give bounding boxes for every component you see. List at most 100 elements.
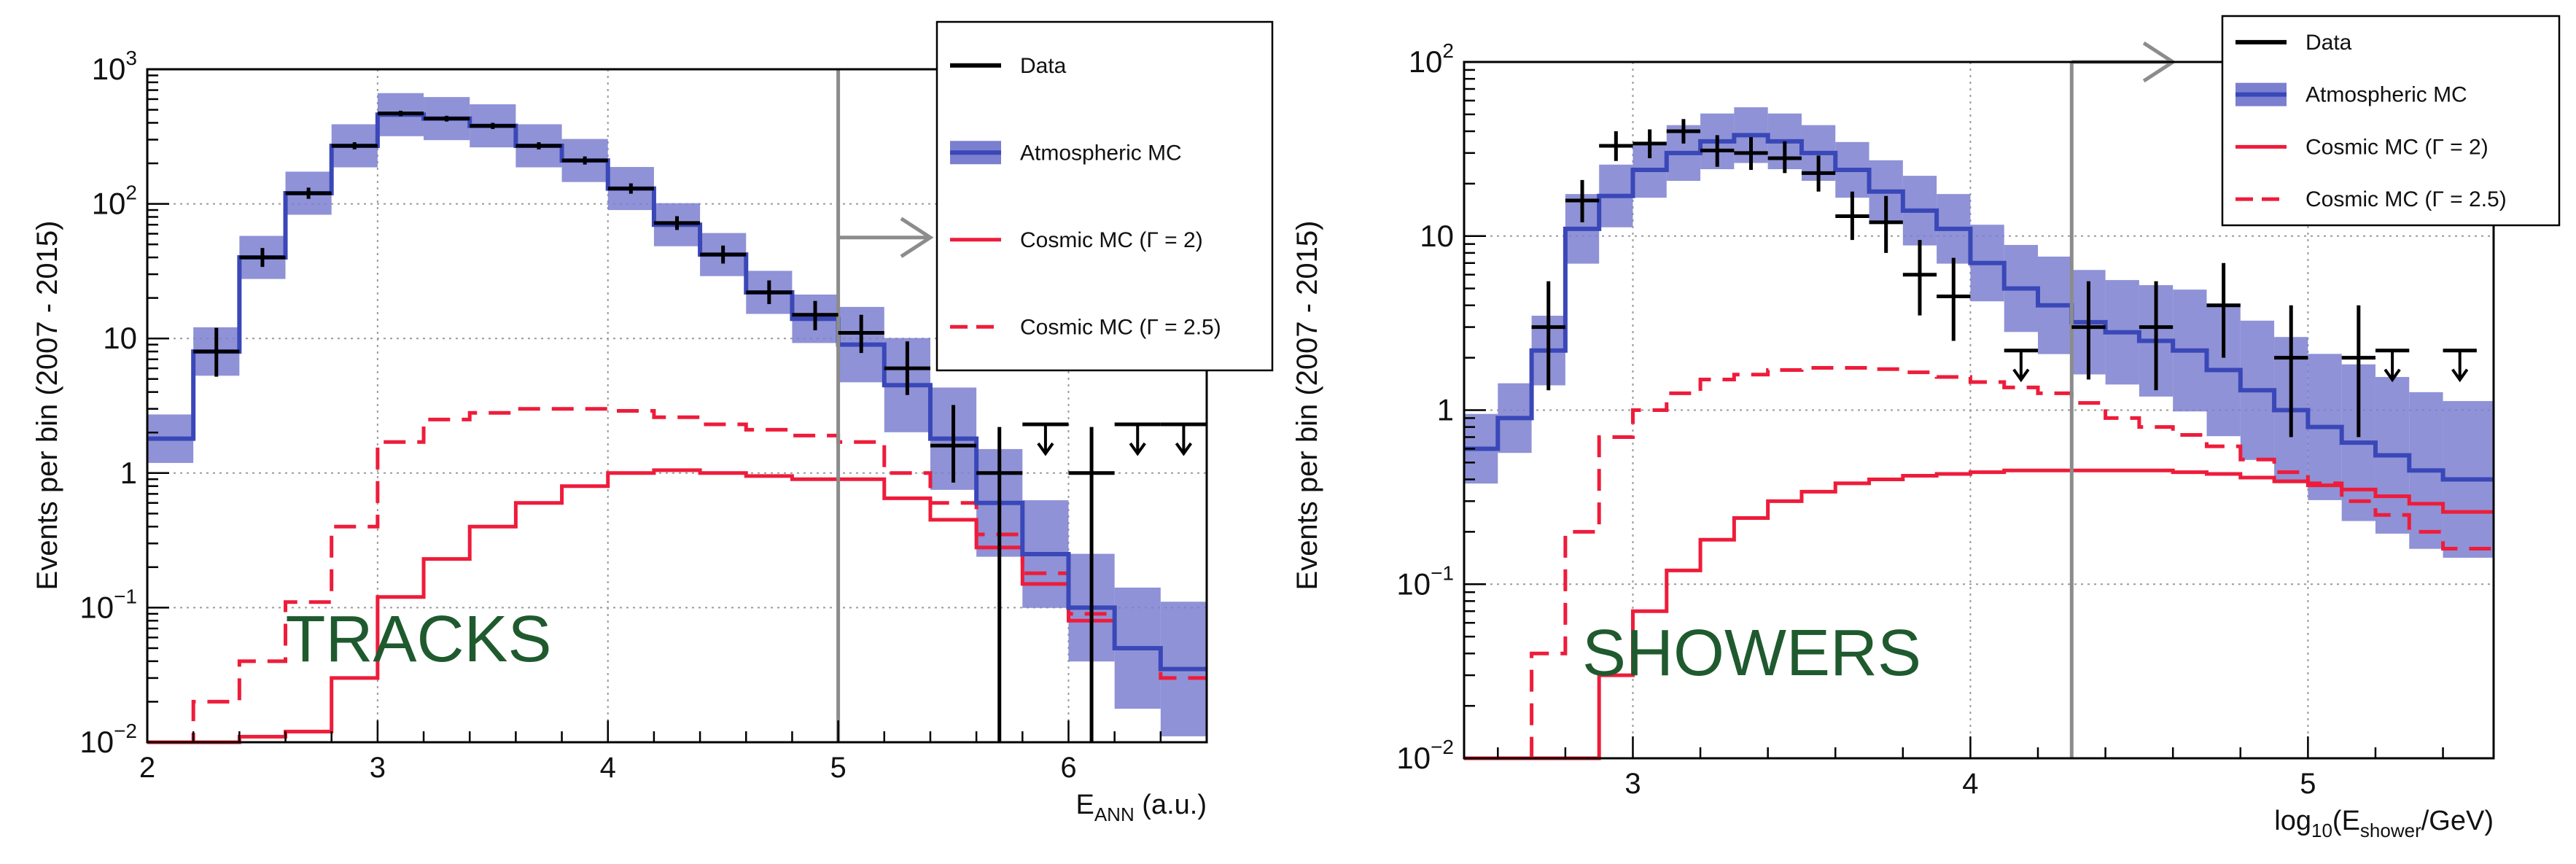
showers-data-point	[1902, 240, 1937, 316]
tracks-category-label: TRACKS	[286, 603, 552, 676]
showers-x-axis-label-main: log	[2274, 806, 2311, 836]
showers-upper-limit	[2375, 349, 2410, 383]
tracks-data-point	[792, 300, 838, 330]
showers-cosmic-gamma2-line	[1464, 468, 2494, 760]
tracks-data-point	[976, 427, 1023, 742]
showers-x-axis-label-mid: (E	[2332, 806, 2360, 836]
showers-y-tick-label: 10	[1420, 219, 1454, 253]
tracks-y-tick-label: 102	[92, 182, 137, 221]
tracks-data-point	[470, 122, 516, 129]
tracks-data-points	[193, 110, 1207, 742]
arrow-down-icon	[1037, 442, 1054, 456]
arrow-right-icon	[900, 217, 934, 258]
showers-atmo-line	[1464, 133, 2494, 482]
showers-data-point	[1666, 119, 1701, 144]
tracks-data-point	[515, 142, 562, 149]
tracks-x-tick-label: 4	[600, 752, 616, 784]
tracks-data-point	[561, 156, 608, 165]
showers-data-point	[2341, 305, 2375, 437]
tracks-y-tick-base: 10	[79, 590, 114, 624]
tracks-y-tick-base: 10	[79, 725, 114, 759]
showers-y-axis-label: Events per bin (2007 - 2015)	[1291, 221, 1323, 591]
showers-data-point	[2206, 262, 2241, 358]
showers-legend-label: Cosmic MC (Γ = 2.5)	[2305, 187, 2507, 211]
tracks-ticks	[146, 68, 1208, 744]
tracks-cosmic-gamma2-line	[147, 468, 1207, 744]
showers-data-point	[1801, 155, 1836, 192]
showers-x-axis-label-sub2: shower	[2360, 820, 2421, 841]
tracks-data-point	[700, 245, 747, 264]
showers-data-point	[1531, 281, 1565, 391]
tracks-y-tick-exp: −2	[114, 720, 137, 742]
tracks-data-point	[285, 187, 332, 199]
showers-y-tick-base: 1	[1437, 393, 1454, 427]
showers-legend-label: Data	[2305, 31, 2352, 55]
tracks-data-point	[1068, 427, 1115, 742]
showers-y-tick-label: 1	[1437, 393, 1454, 427]
tracks-y-tick-base: 1	[120, 456, 137, 490]
tracks-y-tick-base: 10	[92, 52, 126, 86]
tracks-data-point	[930, 405, 977, 483]
tracks-y-axis-label: Events per bin (2007 - 2015)	[31, 221, 63, 591]
showers-data-point	[1734, 137, 1768, 170]
tracks-legend-label: Data	[1020, 54, 1067, 78]
tracks-x-axis-label-tail: (a.u.)	[1135, 790, 1207, 820]
tracks-data-point	[746, 280, 793, 305]
showers-x-axis-label-tail: /GeV)	[2421, 806, 2494, 836]
showers-x-tick-label: 3	[1624, 768, 1641, 800]
showers-data-point	[1937, 257, 1971, 341]
arrow-down-icon	[1129, 442, 1146, 456]
tracks-x-tick-label: 2	[139, 752, 155, 784]
tracks-legend: Data Atmospheric MC Cosmic MC (Γ = 2) Cosmi…	[935, 20, 1274, 372]
showers-data-point	[1599, 131, 1633, 161]
showers-legend: Data Atmospheric MC Cosmic MC (Γ = 2) Cosmi…	[2221, 15, 2561, 227]
showers-x-axis-label: log10(Eshower/GeV)	[2274, 806, 2494, 841]
showers-y-tick-label: 10−1	[1396, 561, 1454, 601]
showers-data-point	[1633, 129, 1667, 158]
showers-upper-limit	[2004, 349, 2039, 383]
tracks-data-point	[331, 142, 378, 149]
showers-data-point	[1835, 191, 1869, 241]
tracks-y-tick-base: 10	[103, 321, 137, 355]
showers-data-point	[1700, 135, 1735, 167]
tracks-data-point	[607, 183, 654, 194]
tracks-y-tick-label: 103	[92, 47, 137, 86]
arrow-down-icon	[1175, 442, 1193, 456]
tracks-y-tick-base: 10	[92, 187, 126, 221]
showers-y-tick-exp: −2	[1431, 736, 1454, 758]
showers-y-tick-base: 10	[1420, 219, 1454, 253]
tracks-data-point	[424, 115, 470, 122]
tracks-x-axis-label: EANN (a.u.)	[1075, 790, 1207, 825]
showers-ticks	[1464, 61, 2444, 760]
tracks-upper-limit	[1022, 422, 1069, 456]
tracks-y-tick-exp: −1	[114, 585, 137, 607]
tracks-data-point	[653, 216, 701, 230]
showers-y-tick-base: 10	[1396, 567, 1431, 601]
showers-data-point	[2139, 281, 2174, 391]
tracks-y-tick-label: 10−2	[79, 720, 137, 759]
showers-data-point	[2274, 305, 2308, 437]
showers-y-tick-exp: −1	[1431, 561, 1454, 584]
tracks-legend-label: Atmospheric MC	[1020, 141, 1182, 165]
showers-cosmic-gamma25-line	[1464, 365, 2494, 760]
arrow-down-icon	[2451, 368, 2469, 383]
tracks-upper-limit	[1160, 422, 1207, 456]
tracks-data-point	[239, 248, 286, 268]
tracks-y-tick-label: 10−1	[79, 585, 137, 624]
showers-y-tick-base: 10	[1409, 44, 1443, 79]
showers-legend-label: Cosmic MC (Γ = 2)	[2305, 135, 2489, 159]
tracks-y-tick-exp: 2	[125, 182, 137, 204]
tracks-x-tick-label: 5	[830, 752, 846, 784]
tracks-y-tick-label: 10	[103, 321, 137, 355]
showers-y-tick-base: 10	[1396, 741, 1431, 775]
tracks-x-axis-label-sub: ANN	[1094, 803, 1135, 825]
arrow-down-icon	[2012, 368, 2030, 383]
showers-x-tick-label: 4	[1962, 768, 1978, 800]
showers-y-tick-label: 10−2	[1396, 736, 1454, 775]
showers-data-point	[1869, 195, 1903, 253]
showers-legend-label: Atmospheric MC	[2305, 83, 2467, 107]
